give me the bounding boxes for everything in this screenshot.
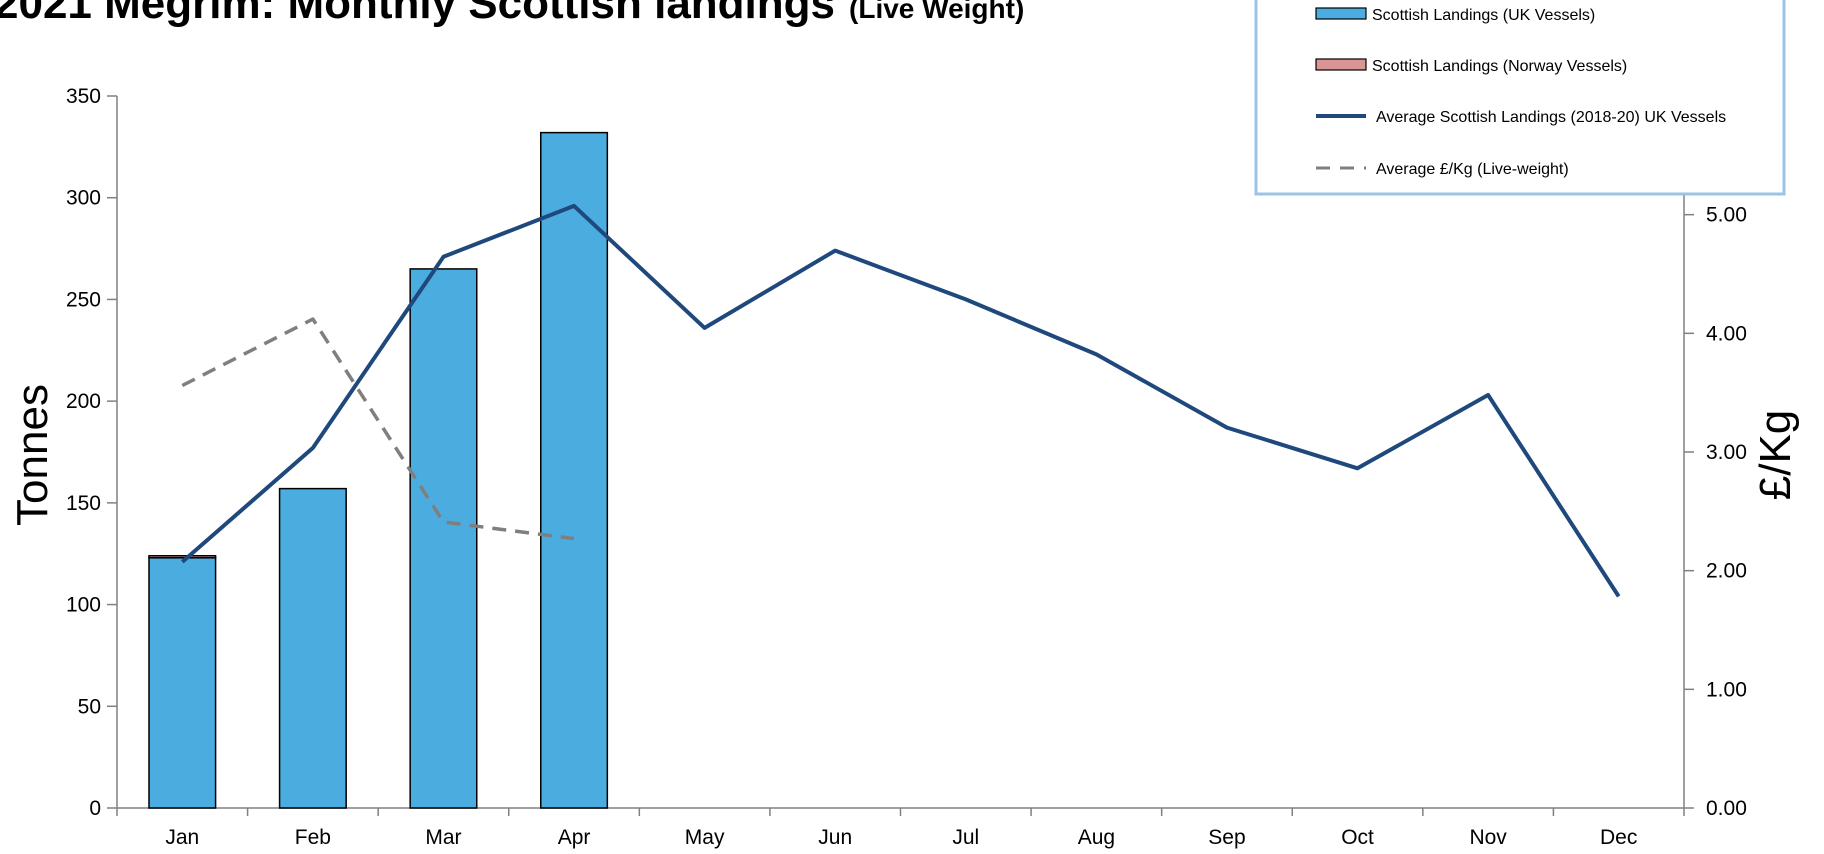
x-tick-label: Nov [1469,826,1507,849]
y2-tick-label: 0.00 [1706,797,1747,820]
x-tick-label: Jul [952,826,979,849]
legend-label: Average Scottish Landings (2018-20) UK V… [1376,109,1726,126]
line-average-landings [180,203,1621,598]
y-tick-label: 150 [66,492,101,515]
axes [107,95,1694,816]
y-tick-label: 100 [66,594,101,617]
y2-tick-label: 2.00 [1706,560,1747,583]
legend-swatch [1315,7,1367,20]
tick-labels: 0 50 100 150 200 250 300 350 0.00 1.00 2.00 3.00 4.0… [66,85,1747,849]
bar-uk-vessels [278,487,347,809]
chart-title-main: 2021 Megrim: Monthly Scottish landings [0,0,835,28]
y2-axis-title: £/Kg [1751,410,1800,501]
bar-norway-vessels [148,554,217,559]
x-tick-label: Oct [1341,826,1374,849]
x-tick-label: Mar [425,826,461,849]
y-tick-label: 350 [66,85,101,108]
bars [148,131,609,809]
y-tick-label: 300 [66,187,101,210]
legend-label: Average £/Kg (Live-weight) [1376,161,1569,178]
chart-title: 2021 Megrim: Monthly Scottish landings (L… [0,0,1024,28]
y-tick-label: 0 [89,797,101,820]
legend-items: Scottish Landings (UK Vessels) Scottish L… [1315,7,1726,178]
x-tick-label: Aug [1078,826,1115,849]
line-average-price [181,317,575,541]
x-tick-label: Jun [818,826,852,849]
bar-uk-vessels [539,131,609,809]
chart-subtitle: (Live Weight) [849,0,1024,24]
bar-uk-vessels [148,557,217,809]
y-tick-label: 50 [78,695,101,718]
y2-tick-label: 5.00 [1706,204,1747,227]
y2-tick-label: 4.00 [1706,322,1747,345]
y2-tick-label: 1.00 [1706,678,1747,701]
legend: Scottish Landings (UK Vessels) Scottish L… [1254,0,1786,196]
legend-box [1254,0,1786,196]
y-tick-label: 200 [66,390,101,413]
legend-swatch [1315,58,1367,71]
x-tick-label: May [685,826,725,849]
y-axis-title: Tonnes [8,384,57,526]
y-tick-label: 250 [66,288,101,311]
bar-uk-vessels [409,268,478,809]
x-tick-label: Sep [1208,826,1245,849]
x-tick-label: Apr [558,826,591,849]
x-tick-label: Dec [1600,826,1637,849]
x-tick-label: Jan [165,826,199,849]
legend-label: Scottish Landings (Norway Vessels) [1372,58,1627,75]
legend-label: Scottish Landings (UK Vessels) [1372,7,1595,24]
lines [180,203,1621,598]
y2-tick-label: 3.00 [1706,441,1747,464]
x-tick-label: Feb [295,826,331,849]
